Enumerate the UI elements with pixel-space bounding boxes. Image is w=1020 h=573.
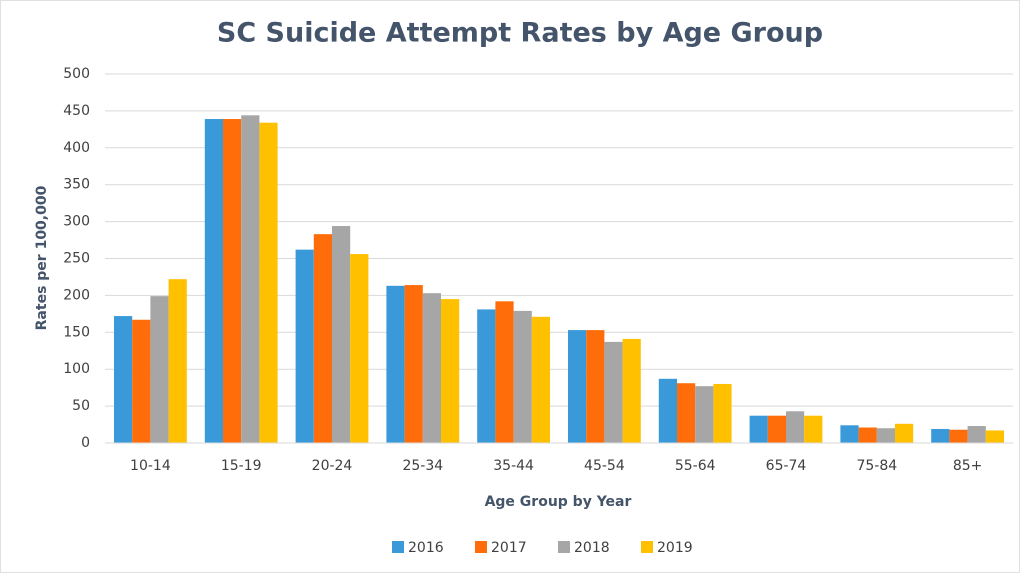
bar xyxy=(695,386,714,443)
y-tick-label: 150 xyxy=(63,324,90,340)
bar xyxy=(513,310,532,443)
x-tick-label: 65-74 xyxy=(766,458,807,474)
y-tick-label: 50 xyxy=(72,398,90,414)
bar xyxy=(840,425,859,443)
bar xyxy=(713,383,732,443)
bar xyxy=(350,254,369,443)
bar xyxy=(441,299,460,443)
bar xyxy=(804,415,823,443)
y-tick-label: 350 xyxy=(63,177,90,193)
x-tick-label: 45-54 xyxy=(584,458,625,474)
x-tick-label: 75-84 xyxy=(856,458,897,474)
bar xyxy=(949,429,968,443)
bar xyxy=(241,115,260,443)
bar xyxy=(604,341,623,443)
bar xyxy=(677,383,696,443)
y-tick-label: 0 xyxy=(81,435,90,451)
bar xyxy=(749,415,768,443)
bar xyxy=(223,119,242,443)
bar xyxy=(332,226,351,443)
bar xyxy=(422,293,441,443)
y-tick-label: 200 xyxy=(63,287,90,303)
bar xyxy=(985,430,1004,443)
bar xyxy=(204,119,223,443)
bar xyxy=(404,285,423,443)
x-tick-label: 85+ xyxy=(953,458,983,474)
y-tick-label: 250 xyxy=(63,251,90,267)
bar xyxy=(495,301,514,443)
x-tick-label: 10-14 xyxy=(130,458,171,474)
x-tick-label: 35-44 xyxy=(493,458,534,474)
y-tick-label: 400 xyxy=(63,140,90,156)
bar xyxy=(313,234,332,443)
x-tick-label: 55-64 xyxy=(675,458,716,474)
bar xyxy=(967,426,986,443)
bar xyxy=(786,411,805,443)
legend-swatch xyxy=(392,541,404,553)
bar xyxy=(876,428,895,443)
y-tick-label: 500 xyxy=(63,66,90,82)
x-axis-title: Age Group by Year xyxy=(485,494,632,510)
legend-label: 2016 xyxy=(408,540,444,556)
bar xyxy=(931,428,950,443)
bar xyxy=(295,249,314,443)
chart-title: SC Suicide Attempt Rates by Age Group xyxy=(217,18,823,49)
legend-swatch xyxy=(558,541,570,553)
x-tick-label: 20-24 xyxy=(312,458,353,474)
bar xyxy=(386,285,405,443)
y-tick-label: 450 xyxy=(63,103,90,119)
legend-swatch xyxy=(641,541,653,553)
bar xyxy=(259,122,278,443)
bar xyxy=(114,316,133,443)
bar xyxy=(150,296,169,443)
bar xyxy=(568,330,587,443)
legend-label: 2019 xyxy=(657,540,693,556)
x-tick-label: 15-19 xyxy=(221,458,262,474)
bar xyxy=(168,279,187,443)
bar xyxy=(622,338,641,443)
bar xyxy=(132,319,151,443)
bar xyxy=(895,423,914,443)
y-tick-label: 100 xyxy=(63,361,90,377)
x-tick-label: 25-34 xyxy=(402,458,443,474)
bar xyxy=(586,330,605,443)
bar xyxy=(477,309,496,443)
bar xyxy=(531,316,550,443)
bar xyxy=(658,378,677,443)
legend-label: 2018 xyxy=(574,540,610,556)
y-tick-label: 300 xyxy=(63,214,90,230)
bar xyxy=(858,427,877,443)
legend-label: 2017 xyxy=(491,540,527,556)
y-axis-title: Rates per 100,000 xyxy=(34,185,50,330)
bar xyxy=(767,415,786,443)
legend-swatch xyxy=(475,541,487,553)
